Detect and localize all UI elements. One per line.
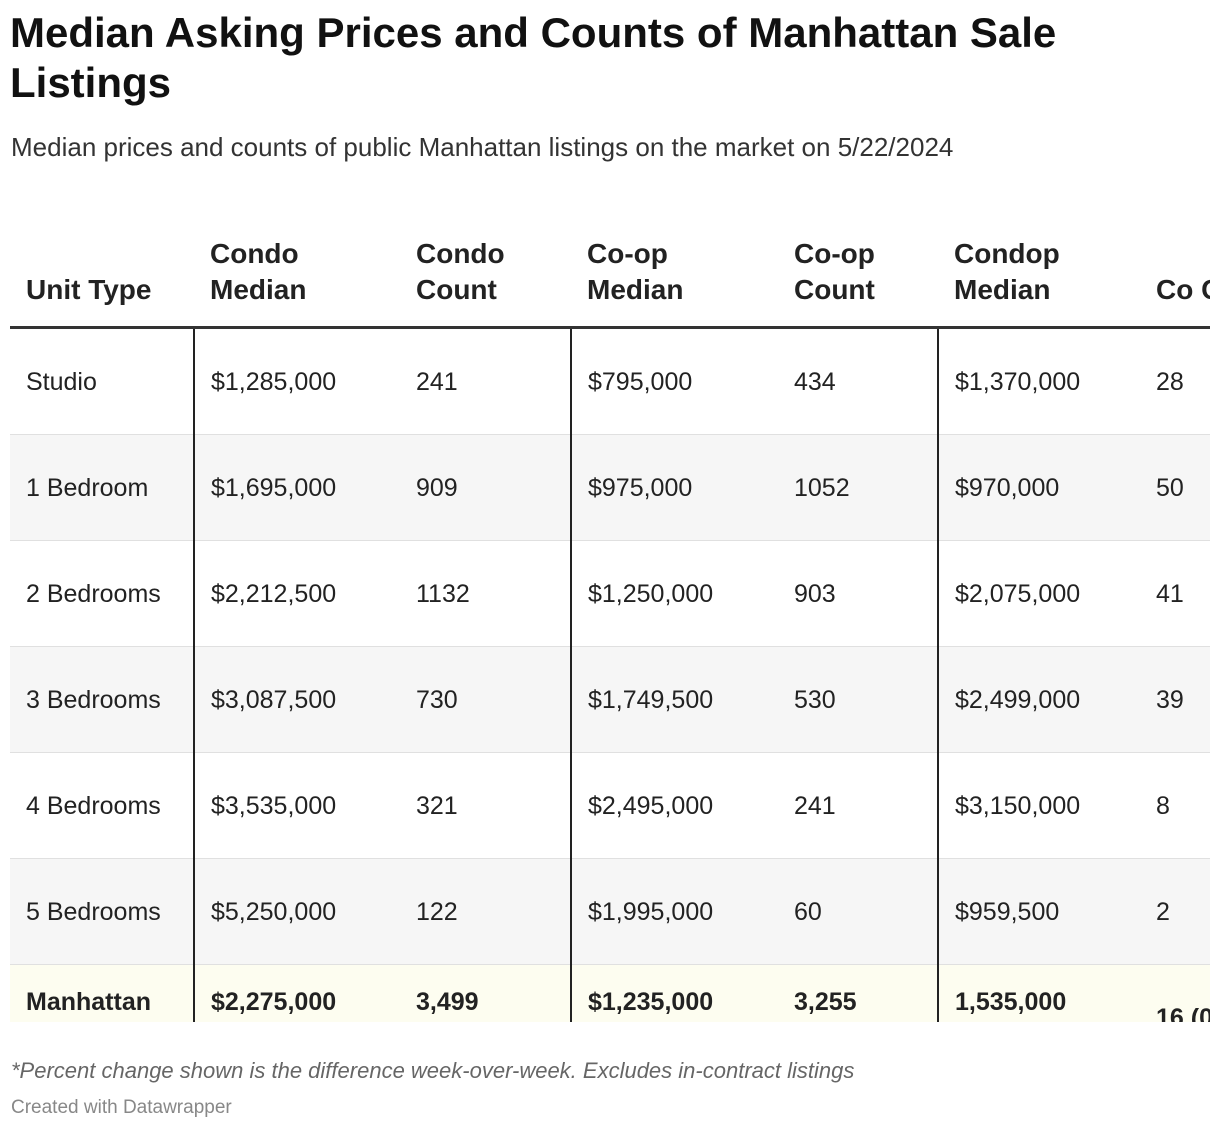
chart-title: Median Asking Prices and Counts of Manha… xyxy=(10,9,1057,106)
table-cell: $959,500 xyxy=(937,858,1140,965)
row-label: 2 Bedrooms xyxy=(10,540,194,647)
table-cell: 1,535,000 (+18.3%) xyxy=(937,964,1140,1022)
table-cell: $1,285,000 xyxy=(193,327,400,435)
table-cell: 530 xyxy=(778,646,938,753)
table-cell: 241 xyxy=(400,327,571,435)
listings-table: Unit Type Condo Median Condo Count Co-op Me… xyxy=(10,210,1210,1022)
table-cell: $2,495,000 xyxy=(570,752,778,859)
table-cell: $2,275,000 (+1.1%) xyxy=(193,964,400,1022)
row-label: 3 Bedrooms xyxy=(10,646,194,753)
table-cell: 1132 xyxy=(400,540,571,647)
column-header: Condo Median xyxy=(194,210,400,329)
table-cell: 8 xyxy=(1140,752,1210,859)
row-label: 4 Bedrooms xyxy=(10,752,194,859)
table-container: Unit Type Condo Median Condo Count Co-op Me… xyxy=(10,210,1210,1022)
column-header: Condop Median xyxy=(938,210,1140,329)
table-row: 1 Bedroom $1,695,000 909 $975,000 1052 $970,0… xyxy=(10,434,1210,541)
table-cell: 2 xyxy=(1140,858,1210,965)
table-cell: $2,212,500 xyxy=(193,540,400,647)
table-cell: $1,749,500 xyxy=(570,646,778,753)
table-cell: 241 xyxy=(778,752,938,859)
table-cell: $2,075,000 xyxy=(937,540,1140,647)
table-cell: $3,087,500 xyxy=(193,646,400,753)
credit-link[interactable]: Created with Datawrapper xyxy=(11,1097,232,1118)
row-label: 5 Bedrooms xyxy=(10,858,194,965)
table-cell: $970,000 xyxy=(937,434,1140,541)
table-cell: 903 xyxy=(778,540,938,647)
table-cell: 60 xyxy=(778,858,938,965)
table-row: 2 Bedrooms $2,212,500 1132 $1,250,000 903 $2,… xyxy=(10,540,1210,647)
table-cell: 730 xyxy=(400,646,571,753)
table-header-row: Unit Type Condo Median Condo Count Co-op Me… xyxy=(10,210,1210,329)
table-cell: $3,535,000 xyxy=(193,752,400,859)
table-cell: $795,000 xyxy=(570,327,778,435)
table-cell: $2,499,000 xyxy=(937,646,1140,753)
table-row: 5 Bedrooms $5,250,000 122 $1,995,000 60 $959,… xyxy=(10,858,1210,965)
table-cell: 434 xyxy=(778,327,938,435)
table-cell: 16 (0. xyxy=(1140,964,1210,1022)
row-label: 1 Bedroom xyxy=(10,434,194,541)
chart-subtitle: Median prices and counts of public Manha… xyxy=(11,132,954,162)
table-cell: $5,250,000 xyxy=(193,858,400,965)
footnote: *Percent change shown is the difference … xyxy=(11,1058,855,1083)
table-cell: 321 xyxy=(400,752,571,859)
column-header: Co-op Count xyxy=(778,210,938,329)
table-cell: $1,995,000 xyxy=(570,858,778,965)
column-header: Condo Count xyxy=(400,210,571,329)
table-body: Studio $1,285,000 241 $795,000 434 $1,370,000… xyxy=(10,327,1210,1022)
row-label: Manhattan Overall* xyxy=(10,964,194,1022)
total-row: Manhattan Overall*$2,275,000 (+1.1%)3,49… xyxy=(10,964,1210,1022)
table-cell: $1,250,000 xyxy=(570,540,778,647)
table-cell: 909 xyxy=(400,434,571,541)
table-cell: 39 xyxy=(1140,646,1210,753)
table-cell: 122 xyxy=(400,858,571,965)
table-cell: $1,695,000 xyxy=(193,434,400,541)
table-cell: 3,499 (+0.4)%) xyxy=(400,964,571,1022)
table-cell: $1,235,000 (-1.2%) xyxy=(570,964,778,1022)
table-cell: 3,255 (+2.6%) xyxy=(778,964,938,1022)
table-cell: 1052 xyxy=(778,434,938,541)
column-header: Co-op Median xyxy=(571,210,778,329)
table-cell: 28 xyxy=(1140,327,1210,435)
column-header: Unit Type xyxy=(10,210,194,329)
row-label: Studio xyxy=(10,327,194,435)
table-row: 4 Bedrooms $3,535,000 321 $2,495,000 241 $3,1… xyxy=(10,752,1210,859)
table-row: 3 Bedrooms $3,087,500 730 $1,749,500 530 $2,4… xyxy=(10,646,1210,753)
table-cell: $1,370,000 xyxy=(937,327,1140,435)
table-cell: 41 xyxy=(1140,540,1210,647)
table-cell: 50 xyxy=(1140,434,1210,541)
column-header: Co Co xyxy=(1140,210,1210,329)
table-cell: $975,000 xyxy=(570,434,778,541)
table-cell: $3,150,000 xyxy=(937,752,1140,859)
table-row: Studio $1,285,000 241 $795,000 434 $1,370,000… xyxy=(10,327,1210,435)
